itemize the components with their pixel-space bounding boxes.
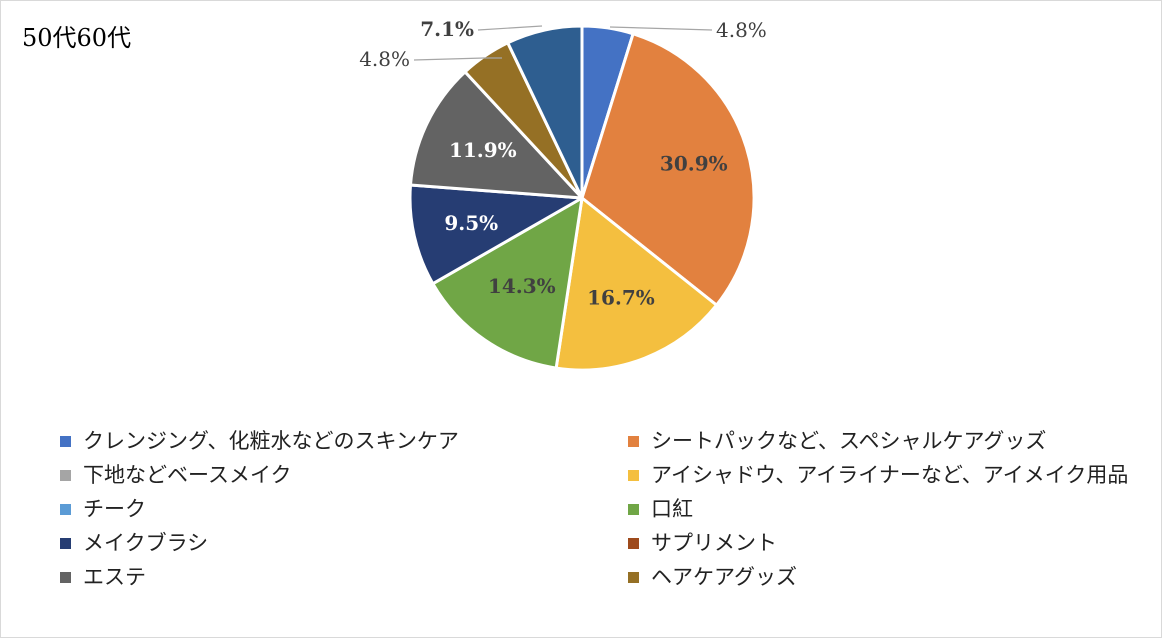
legend-label: クレンジング、化粧水などのスキンケア: [83, 429, 459, 453]
leader-line-skincare: [609, 26, 713, 31]
legend-swatch: [60, 469, 71, 481]
legend-label: エステ: [83, 565, 146, 589]
pie-slice-eye-makeup: [554, 196, 719, 372]
legend-swatch: [60, 537, 71, 549]
slice-label-lipstick: 14.3%: [488, 274, 556, 298]
legend-swatch: [60, 571, 71, 583]
slice-label-special-care: 30.9%: [660, 152, 728, 176]
leader-lines: [413, 25, 713, 61]
slice-label-base-makeup: 7.1%: [420, 17, 474, 41]
slice-labels: 4.8% 30.9% 16.7% 14.3% 9.5% 11.9% 4.8% 7.1%: [359, 17, 767, 309]
legend-label: メイクブラシ: [83, 531, 209, 555]
legend-label: サプリメント: [651, 531, 777, 555]
legend-swatch: [628, 435, 639, 447]
legend-label: シートパックなど、スペシャルケアグッズ: [651, 429, 1047, 453]
chart-title: 50代60代: [22, 24, 132, 52]
legend-swatch: [628, 571, 639, 583]
pie-slice-esthetic: [408, 70, 584, 200]
slice-label-hair-care: 4.8%: [359, 47, 410, 71]
slice-label-eye-makeup: 16.7%: [587, 285, 655, 309]
legend-item-makeup-brush: メイクブラシ: [60, 528, 628, 558]
legend-swatch: [60, 435, 71, 447]
legend-item-hair-care: ヘアケアグッズ: [628, 562, 1148, 592]
legend-swatch: [628, 537, 639, 549]
legend-item-lipstick: 口紅: [628, 494, 1148, 524]
legend-label: ヘアケアグッズ: [651, 565, 797, 589]
pie-chart: 4.8% 30.9% 16.7% 14.3% 9.5% 11.9% 4.8% 7.1%: [359, 17, 767, 372]
legend-label: 口紅: [651, 497, 693, 521]
legend-item-base-makeup: 下地などベースメイク: [60, 460, 628, 490]
legend-item-cheek: チーク: [60, 494, 628, 524]
pie-slice-base-makeup: [506, 24, 584, 200]
legend-item-skincare: クレンジング、化粧水などのスキンケア: [60, 426, 628, 456]
legend-swatch: [628, 469, 639, 481]
legend-item-supplement: サプリメント: [628, 528, 1148, 558]
legend-label: アイシャドウ、アイライナーなど、アイメイク用品: [651, 463, 1129, 487]
leader-line-base-makeup: [477, 25, 543, 31]
slice-label-makeup-brush: 9.5%: [444, 211, 498, 235]
pie-slice-special-care: [580, 32, 756, 307]
legend: クレンジング、化粧水などのスキンケア シートパックなど、スペシャルケアグッズ 下…: [60, 426, 1150, 592]
legend-label: チーク: [83, 497, 146, 521]
legend-swatch: [60, 503, 71, 515]
slice-label-esthetic: 11.9%: [449, 138, 517, 162]
pie-slice-lipstick: [431, 196, 584, 370]
legend-label: 下地などベースメイク: [83, 463, 292, 487]
leader-line-hair-care: [413, 57, 502, 61]
legend-item-eye-makeup: アイシャドウ、アイライナーなど、アイメイク用品: [628, 460, 1148, 490]
legend-item-special-care: シートパックなど、スペシャルケアグッズ: [628, 426, 1148, 456]
legend-swatch: [628, 503, 639, 515]
pie-slice-makeup-brush: [408, 183, 584, 286]
legend-item-esthetic: エステ: [60, 562, 628, 592]
pie-slices: [408, 24, 756, 372]
slice-label-skincare: 4.8%: [716, 18, 767, 42]
